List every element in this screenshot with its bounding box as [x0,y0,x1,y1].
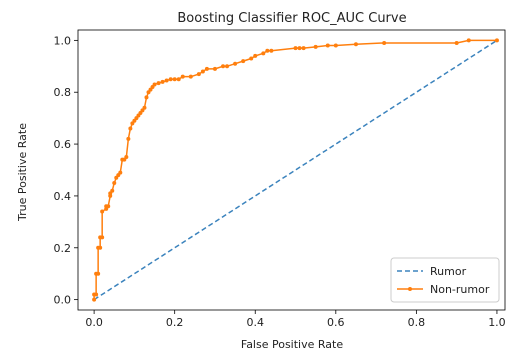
data-point [293,46,298,51]
data-point [200,69,205,74]
data-point [106,204,111,209]
data-point [126,136,131,141]
data-point [253,53,258,58]
x-tick-label: 0.6 [327,316,345,329]
data-point [100,235,105,240]
x-axis-ticks: 0.0 0.2 0.4 0.6 0.8 1.0 [85,310,506,329]
data-point [142,105,147,110]
data-point [110,188,115,193]
data-point [466,38,471,43]
data-point [382,40,387,45]
data-point [221,64,226,69]
data-point [204,66,209,71]
data-point [94,292,99,297]
data-point [96,271,101,276]
data-point [100,209,105,214]
data-point [301,46,306,51]
plot-area [77,29,506,311]
data-point [454,40,459,45]
data-point [144,95,149,100]
data-point [164,78,169,83]
x-tick-label: 0.2 [166,316,184,329]
y-tick-label: 0.4 [54,190,72,203]
y-axis-ticks: 0.0 0.2 0.4 0.6 0.8 1.0 [54,34,78,307]
data-point [333,43,338,48]
data-point [325,43,330,48]
y-tick-label: 0.2 [54,242,72,255]
x-axis-label: False Positive Rate [241,338,343,351]
data-point [212,66,217,71]
data-point [313,44,318,49]
legend-marker [408,287,412,291]
y-tick-label: 0.0 [54,294,72,307]
data-point [160,79,165,84]
data-point [188,74,193,79]
data-point [168,77,173,82]
data-point [152,82,157,87]
y-tick-label: 0.8 [54,86,72,99]
y-axis-label: True Positive Rate [16,123,29,222]
legend-label-non-rumor: Non-rumor [430,283,490,296]
data-point [92,297,97,302]
data-point [265,48,270,53]
data-point [118,170,123,175]
data-point [156,81,161,86]
data-point [225,64,230,69]
x-tick-label: 0.0 [85,316,103,329]
chart-title: Boosting Classifier ROC_AUC Curve [177,11,406,26]
legend: Rumor Non-rumor [390,257,500,303]
data-point [241,59,246,64]
data-point [297,46,302,51]
data-point [128,126,133,131]
x-tick-label: 1.0 [488,316,506,329]
plot-frame [77,29,506,311]
data-point [249,56,254,61]
legend-box [390,257,500,303]
y-tick-label: 1.0 [54,34,72,47]
data-point [124,155,129,160]
data-point [269,48,274,53]
data-point [172,77,177,82]
x-tick-label: 0.4 [246,316,264,329]
data-point [112,180,117,185]
data-point [98,245,103,250]
series-layer [92,38,499,302]
data-point [261,51,266,56]
data-point [180,74,185,79]
data-point [233,61,238,66]
data-point [353,42,358,47]
x-tick-label: 0.8 [408,316,426,329]
data-point [196,72,201,77]
legend-label-rumor: Rumor [430,265,467,278]
data-point [494,38,499,43]
data-point [176,77,181,82]
y-tick-label: 0.6 [54,138,72,151]
